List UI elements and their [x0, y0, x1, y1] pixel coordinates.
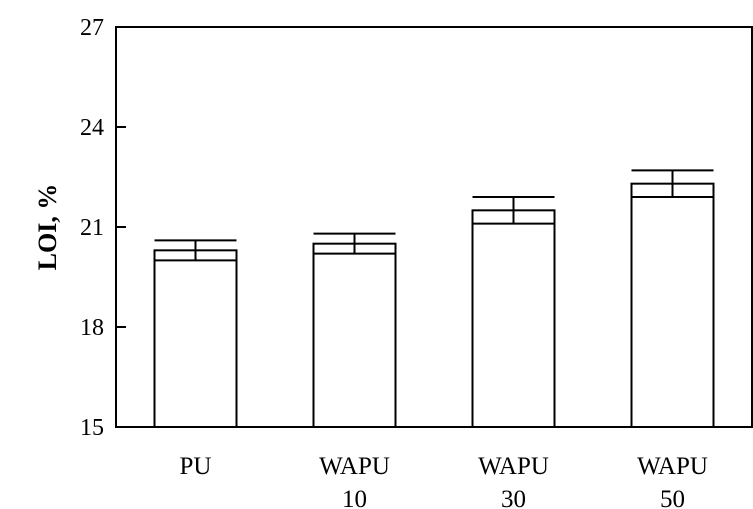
x-tick-label: PU — [180, 453, 212, 480]
bar — [630, 182, 715, 428]
bar — [153, 249, 238, 428]
x-tick-label: WAPU — [478, 453, 549, 480]
error-bar — [154, 239, 237, 262]
x-tick-label: 10 — [342, 486, 367, 509]
x-tick-label: 50 — [660, 486, 685, 509]
bar — [471, 209, 556, 428]
x-axis: PU WAPU 10 WAPU 30 WAPU 50 — [180, 453, 708, 509]
error-bar — [631, 169, 714, 198]
y-axis-label: LOI, % — [33, 184, 62, 271]
x-tick-label: WAPU — [319, 453, 390, 480]
y-tick-label: 18 — [80, 315, 104, 341]
y-tick-label: 15 — [80, 415, 104, 441]
y-tick-label: 27 — [80, 15, 104, 41]
bar — [312, 242, 397, 428]
error-bar — [313, 232, 396, 255]
y-tick-label: 21 — [80, 215, 104, 241]
error-bars — [154, 169, 714, 262]
x-tick-label: 30 — [501, 486, 526, 509]
bars — [153, 182, 715, 428]
y-axis: 15 18 21 24 27 — [80, 15, 126, 441]
error-bar — [472, 196, 555, 225]
y-tick-label: 24 — [80, 115, 104, 141]
x-tick-label: WAPU — [637, 453, 708, 480]
